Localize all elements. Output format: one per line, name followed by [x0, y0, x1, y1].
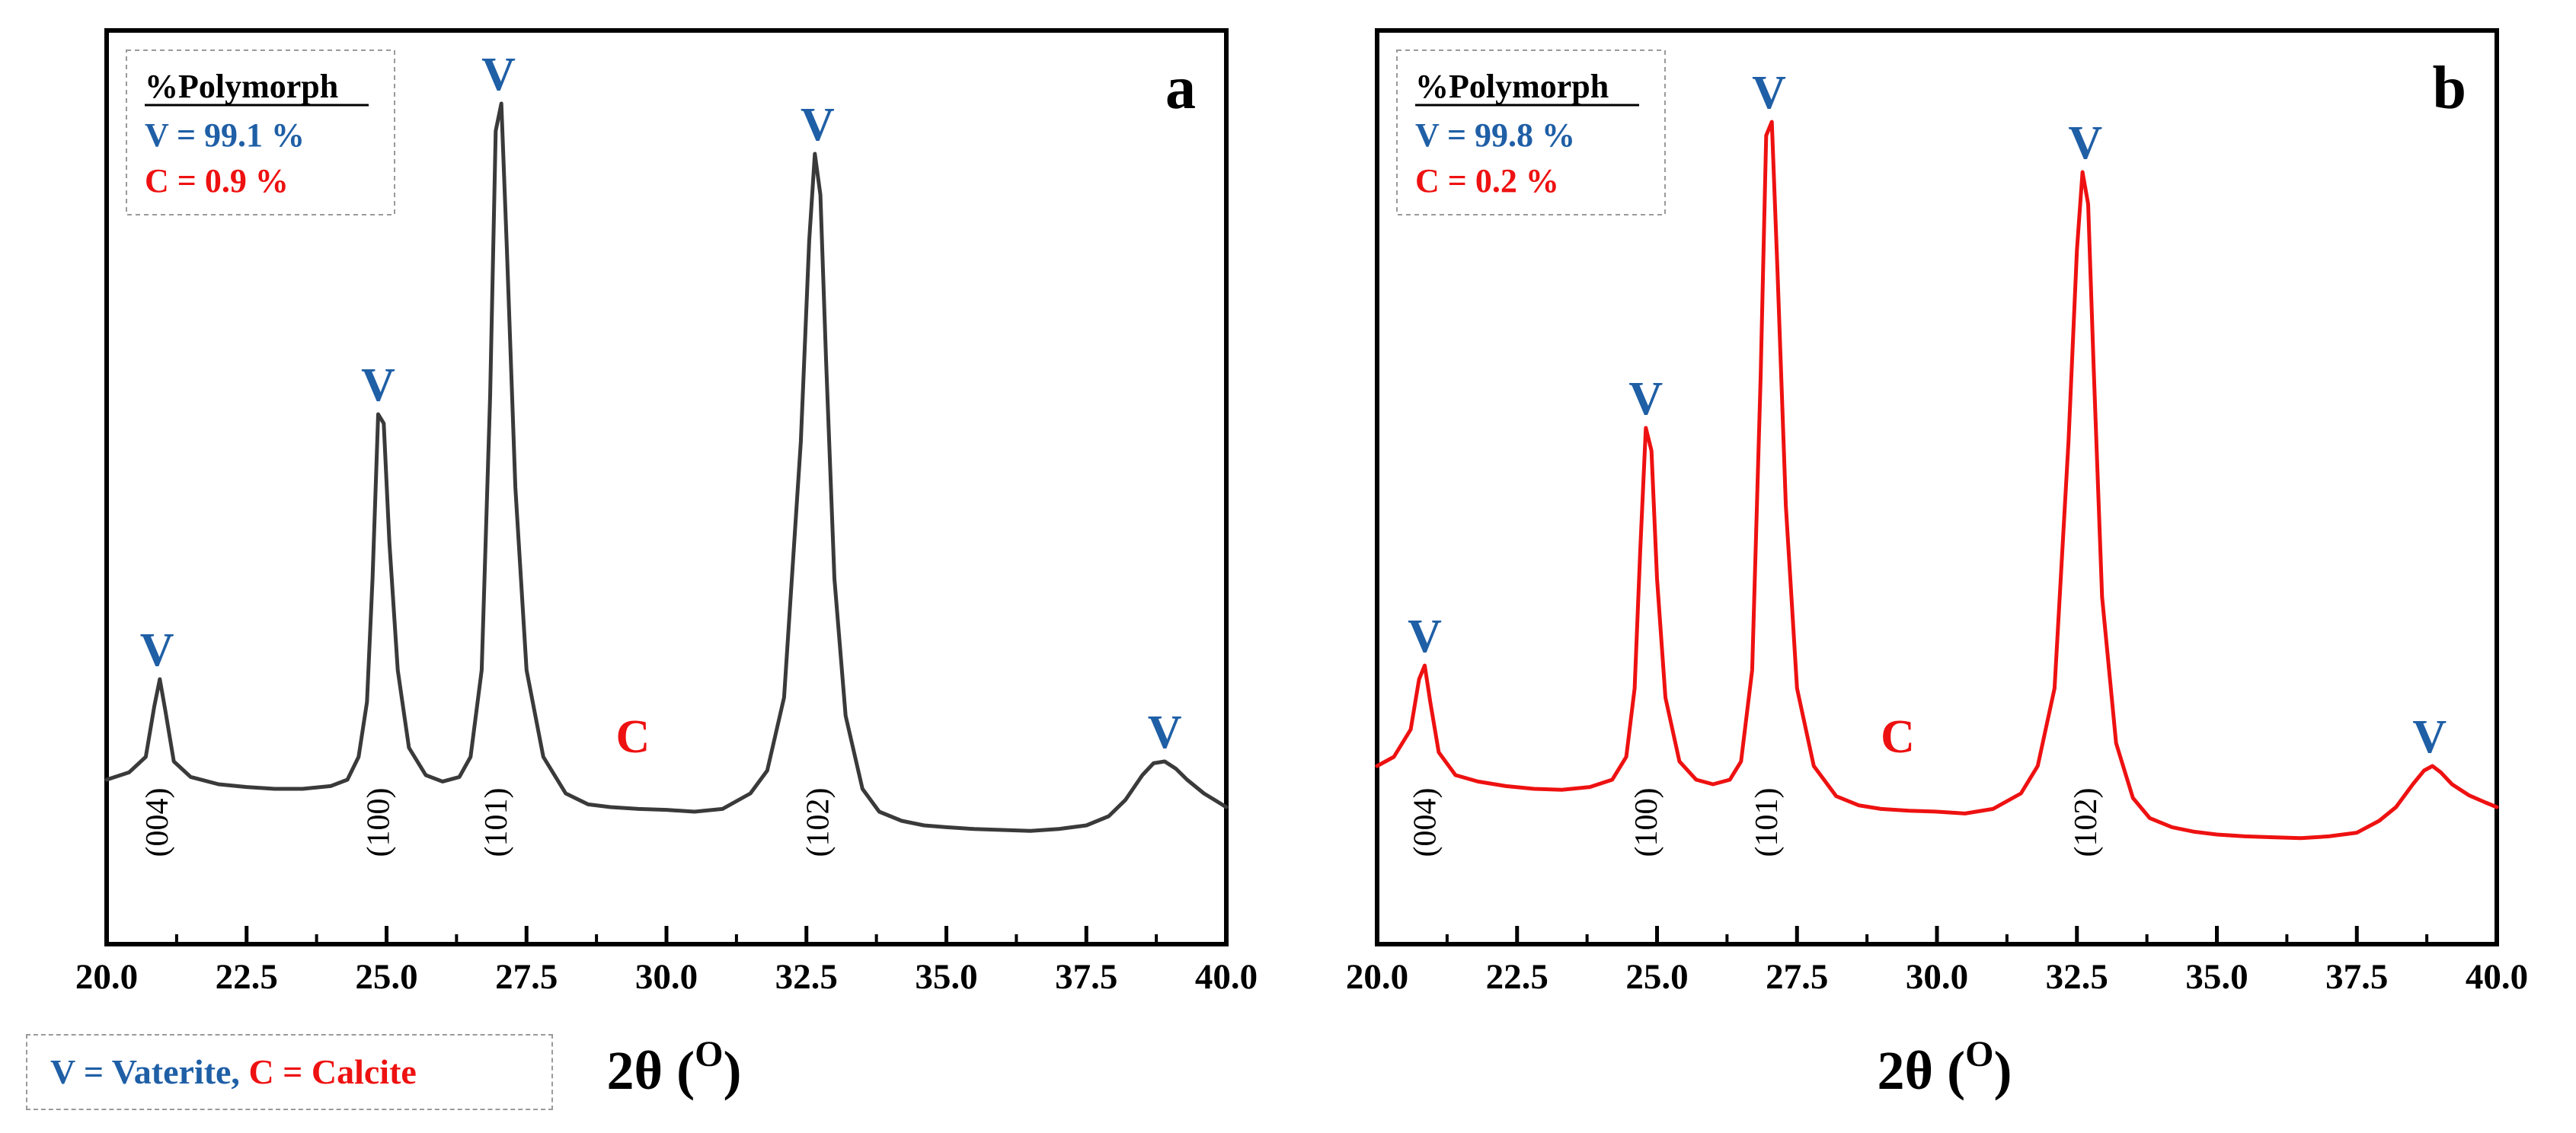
- x-ticks-a: [104, 926, 1229, 944]
- peak-labels-a: V V V V V: [140, 49, 1182, 758]
- miller-index-b-1: (100): [1629, 788, 1664, 857]
- peak-label-a-4: V: [1148, 707, 1182, 758]
- miller-index-a-2: (101): [479, 788, 514, 857]
- peak-label-b-0: V: [1408, 611, 1442, 662]
- calcite-marker-a: C: [616, 711, 650, 763]
- panel-b: 20.0 22.5 25.0 27.5 30.0 32.5 35.0 37.5 40.0 VVV…: [1346, 28, 2528, 1101]
- legend-box: V = Vaterite, C = Calcite: [26, 1034, 553, 1110]
- x-tick-label-a-2: 25.0: [355, 957, 417, 997]
- miller-index-a-1: (100): [361, 788, 396, 857]
- xrd-curve-a: [104, 101, 1229, 833]
- miller-indices-b: (004) (100) (101) (102): [1408, 788, 2103, 857]
- miller-index-b-0: (004): [1408, 788, 1443, 857]
- peak-label-a-2: V: [481, 49, 516, 101]
- polymorph-c-a: C = 0.9 %: [145, 162, 289, 199]
- polymorph-v-a: V = 99.1 %: [145, 116, 305, 154]
- miller-index-b-2: (101): [1750, 788, 1785, 857]
- x-ticks-b: [1375, 926, 2499, 944]
- polymorph-c-b: C = 0.2 %: [1415, 162, 1559, 199]
- polymorph-box-b: [1396, 49, 1666, 215]
- miller-indices-a: (004) (100) (101) (102): [140, 788, 836, 857]
- peak-label-b-2: V: [1752, 67, 1786, 119]
- panel-label-a: a: [1165, 55, 1196, 122]
- polymorph-box-a: [126, 49, 395, 215]
- x-tick-label-a-5: 32.5: [775, 957, 838, 997]
- miller-index-a-3: (102): [801, 788, 836, 857]
- miller-index-b-3: (102): [2069, 788, 2104, 857]
- peak-labels-b: V V V V V: [1408, 67, 2447, 763]
- x-axis-label-a: 2θ (O): [607, 1034, 742, 1101]
- peak-label-b-1: V: [1628, 373, 1663, 425]
- panel-a: 20.0 22.5 25.0 27.5 30.0 32.5 35.0 37.5 40.0 VVV…: [75, 28, 1258, 1101]
- peak-label-a-1: V: [361, 359, 395, 411]
- peak-label-a-0: V: [140, 624, 174, 676]
- polymorph-title-b: %Polymorph: [1415, 68, 1609, 105]
- x-tick-labels-a: 20.0 22.5 25.0 27.5 30.0 32.5 35.0 37.5 40.0: [75, 957, 1258, 997]
- x-tick-label-b-8: 40.0: [2466, 957, 2528, 997]
- peak-label-b-3: V: [2068, 117, 2102, 169]
- x-tick-label-b-2: 25.0: [1625, 957, 1688, 997]
- x-tick-labels-b: 20.0 22.5 25.0 27.5 30.0 32.5 35.0 37.5 40.0: [1346, 957, 2528, 997]
- legend-calcite: C = Calcite: [248, 1052, 417, 1091]
- x-tick-label-b-1: 22.5: [1486, 957, 1548, 997]
- panel-label-b: b: [2433, 55, 2467, 122]
- x-tick-label-b-6: 35.0: [2185, 957, 2248, 997]
- x-tick-label-a-7: 37.5: [1055, 957, 1117, 997]
- xrd-curve-b: [1375, 120, 2499, 841]
- x-axis-label-b: 2θ (O): [1878, 1034, 2012, 1101]
- x-tick-label-b-3: 27.5: [1766, 957, 1828, 997]
- polymorph-v-b: V = 99.8 %: [1415, 116, 1575, 154]
- peak-label-b-4: V: [2412, 711, 2447, 763]
- miller-index-a-0: (004): [140, 788, 175, 857]
- x-tick-label-a-6: 35.0: [915, 957, 977, 997]
- x-tick-label-b-7: 37.5: [2325, 957, 2388, 997]
- x-tick-label-a-4: 30.0: [635, 957, 698, 997]
- peak-label-a-3: V: [801, 99, 835, 151]
- polymorph-title-a: %Polymorph: [145, 68, 338, 105]
- x-tick-label-b-5: 32.5: [2046, 957, 2108, 997]
- x-tick-label-a-8: 40.0: [1195, 957, 1258, 997]
- x-tick-label-a-3: 27.5: [495, 957, 558, 997]
- x-tick-label-b-0: 20.0: [1346, 957, 1408, 997]
- x-tick-label-b-4: 30.0: [1906, 957, 1968, 997]
- x-tick-label-a-1: 22.5: [216, 957, 278, 997]
- calcite-marker-b: C: [1881, 711, 1915, 763]
- legend-vaterite: V = Vaterite,: [50, 1052, 240, 1091]
- x-tick-label-a-0: 20.0: [75, 957, 138, 997]
